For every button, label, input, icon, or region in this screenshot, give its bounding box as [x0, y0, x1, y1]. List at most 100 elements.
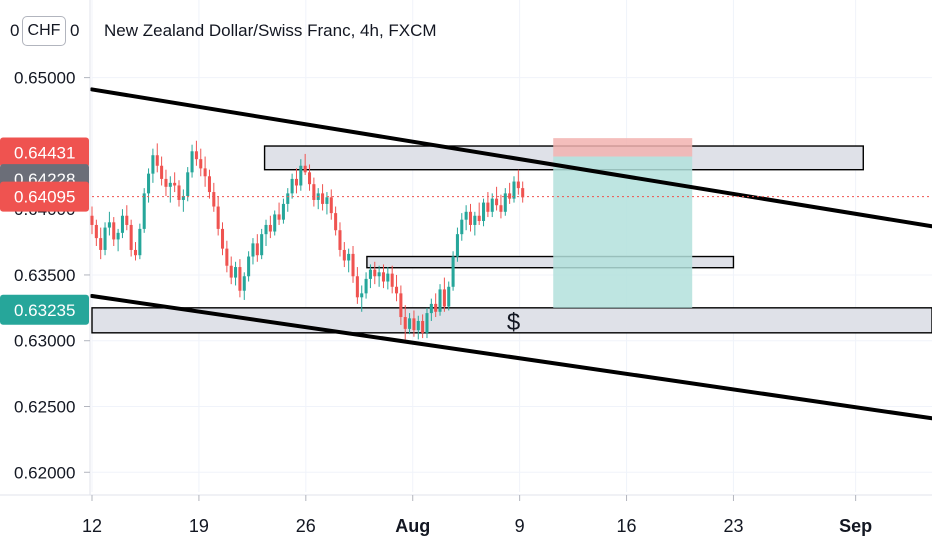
candle-body	[364, 278, 368, 294]
candle-body	[112, 222, 116, 240]
candle-body	[486, 202, 490, 212]
stop-loss-area	[553, 138, 693, 157]
y-tick-label: 0.63500	[14, 266, 75, 285]
candle-body	[277, 214, 281, 220]
candle-body	[399, 293, 403, 318]
candle-body	[360, 293, 364, 298]
candle-body	[147, 173, 151, 194]
candle-body	[512, 181, 516, 199]
candle-body	[334, 213, 338, 231]
candle-body	[338, 230, 342, 250]
candle-body	[186, 172, 190, 197]
x-tick-label: 23	[723, 516, 743, 536]
candle-body	[508, 193, 512, 199]
candle-body	[434, 303, 438, 312]
candle-body	[442, 289, 446, 307]
candle-body	[403, 317, 407, 329]
candle-body	[268, 224, 272, 232]
candle-body	[194, 151, 198, 160]
candle-body	[294, 178, 298, 186]
candle-body	[164, 178, 168, 187]
y-axis[interactable]: 0.65000 0.63500 0.63000 0.62500 0.62000 0.640…	[0, 0, 91, 495]
candle-body	[312, 184, 316, 200]
price-badge	[0, 137, 89, 168]
candle-body	[251, 243, 255, 257]
y-tick-label: 0.62000	[14, 463, 75, 482]
candle-body	[181, 196, 185, 200]
candle-body	[264, 224, 268, 235]
candle-body	[203, 168, 207, 177]
annotation-layer: $	[507, 309, 520, 336]
y-tick-label: 0.63000	[14, 332, 75, 351]
x-tick-label: 12	[82, 516, 102, 536]
x-tick-label: Sep	[839, 516, 872, 536]
candle-body	[90, 215, 94, 225]
candle-body	[207, 176, 211, 193]
candle-body	[355, 276, 359, 298]
candle-body	[155, 155, 159, 166]
currency-badge[interactable]: CHF	[22, 16, 66, 46]
candle-body	[464, 211, 468, 220]
candle-body	[168, 182, 172, 187]
candle-body	[286, 193, 290, 204]
candle-body	[381, 272, 386, 282]
candle-body	[116, 232, 120, 240]
candle-body	[212, 192, 216, 207]
candle-body	[242, 276, 246, 291]
x-tick-label: 19	[189, 516, 209, 536]
y-tick-label: 0.65000	[14, 69, 75, 88]
candle-body	[273, 214, 277, 232]
candle-body	[321, 193, 325, 204]
candle-body	[173, 182, 177, 186]
candle-body	[290, 178, 294, 194]
candle-body	[225, 248, 229, 266]
candle-body	[107, 222, 111, 228]
trend-lines[interactable]	[90, 87, 932, 421]
candle-body	[138, 228, 142, 256]
candle-body	[307, 172, 312, 185]
position-tool[interactable]	[553, 138, 693, 308]
x-tick-label: 9	[515, 516, 525, 536]
candle-body	[151, 155, 155, 174]
dollar-annotation: $	[507, 309, 520, 336]
candle-body	[120, 215, 124, 233]
candle-body	[451, 256, 455, 287]
grid-layer	[91, 0, 932, 492]
candle-body	[438, 289, 442, 312]
candle-body	[199, 159, 203, 169]
candle-body	[129, 224, 133, 250]
candle-body	[133, 249, 138, 256]
candle-body	[190, 151, 194, 173]
candle-body	[234, 267, 238, 278]
candle-body	[516, 181, 520, 189]
candle-body	[490, 198, 494, 212]
candle-body	[299, 165, 303, 186]
candle-body	[521, 188, 525, 198]
candle-body	[177, 185, 181, 200]
candle-body	[247, 256, 251, 277]
candle-body	[238, 267, 242, 291]
candle-body	[260, 234, 264, 256]
x-tick-label: Aug	[395, 516, 430, 536]
candle-body	[329, 197, 333, 214]
candle-body	[390, 273, 394, 287]
candle-body	[482, 202, 486, 222]
lower-trend-line	[90, 293, 932, 421]
y-axis-partial-label-right: 0	[70, 21, 80, 40]
candle-body	[412, 318, 416, 331]
take-profit-area	[553, 156, 693, 308]
candle-body	[255, 243, 259, 256]
y-tick-label: 0.62500	[14, 397, 75, 416]
zone-layer[interactable]	[91, 145, 932, 334]
candle-body	[373, 269, 377, 277]
candle-body	[455, 234, 459, 257]
zone-rectangle-3	[91, 307, 932, 334]
x-axis[interactable]: 12 19 26 Aug 9 16 23 Sep	[0, 494, 932, 536]
x-tick-label: 26	[296, 516, 316, 536]
x-tick-label: 16	[617, 516, 637, 536]
candle-body	[368, 269, 372, 279]
price-badge	[0, 294, 89, 325]
candle-body	[94, 224, 98, 239]
